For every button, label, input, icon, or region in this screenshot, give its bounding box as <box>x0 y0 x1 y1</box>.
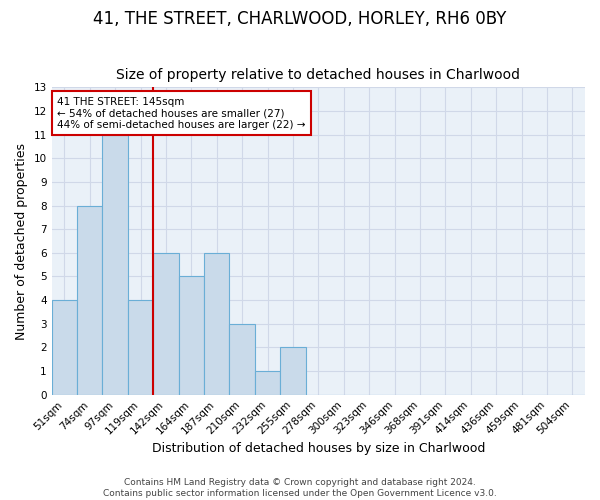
Bar <box>128 300 153 394</box>
Text: 41, THE STREET, CHARLWOOD, HORLEY, RH6 0BY: 41, THE STREET, CHARLWOOD, HORLEY, RH6 0… <box>94 10 506 28</box>
Text: 41 THE STREET: 145sqm
← 54% of detached houses are smaller (27)
44% of semi-deta: 41 THE STREET: 145sqm ← 54% of detached … <box>57 96 305 130</box>
Bar <box>179 276 204 394</box>
Title: Size of property relative to detached houses in Charlwood: Size of property relative to detached ho… <box>116 68 520 82</box>
X-axis label: Distribution of detached houses by size in Charlwood: Distribution of detached houses by size … <box>152 442 485 455</box>
Bar <box>103 134 128 394</box>
Y-axis label: Number of detached properties: Number of detached properties <box>15 142 28 340</box>
Bar <box>204 253 229 394</box>
Bar <box>153 253 179 394</box>
Bar <box>229 324 255 394</box>
Text: Contains HM Land Registry data © Crown copyright and database right 2024.
Contai: Contains HM Land Registry data © Crown c… <box>103 478 497 498</box>
Bar <box>280 348 305 395</box>
Bar <box>52 300 77 394</box>
Bar <box>77 206 103 394</box>
Bar <box>255 371 280 394</box>
